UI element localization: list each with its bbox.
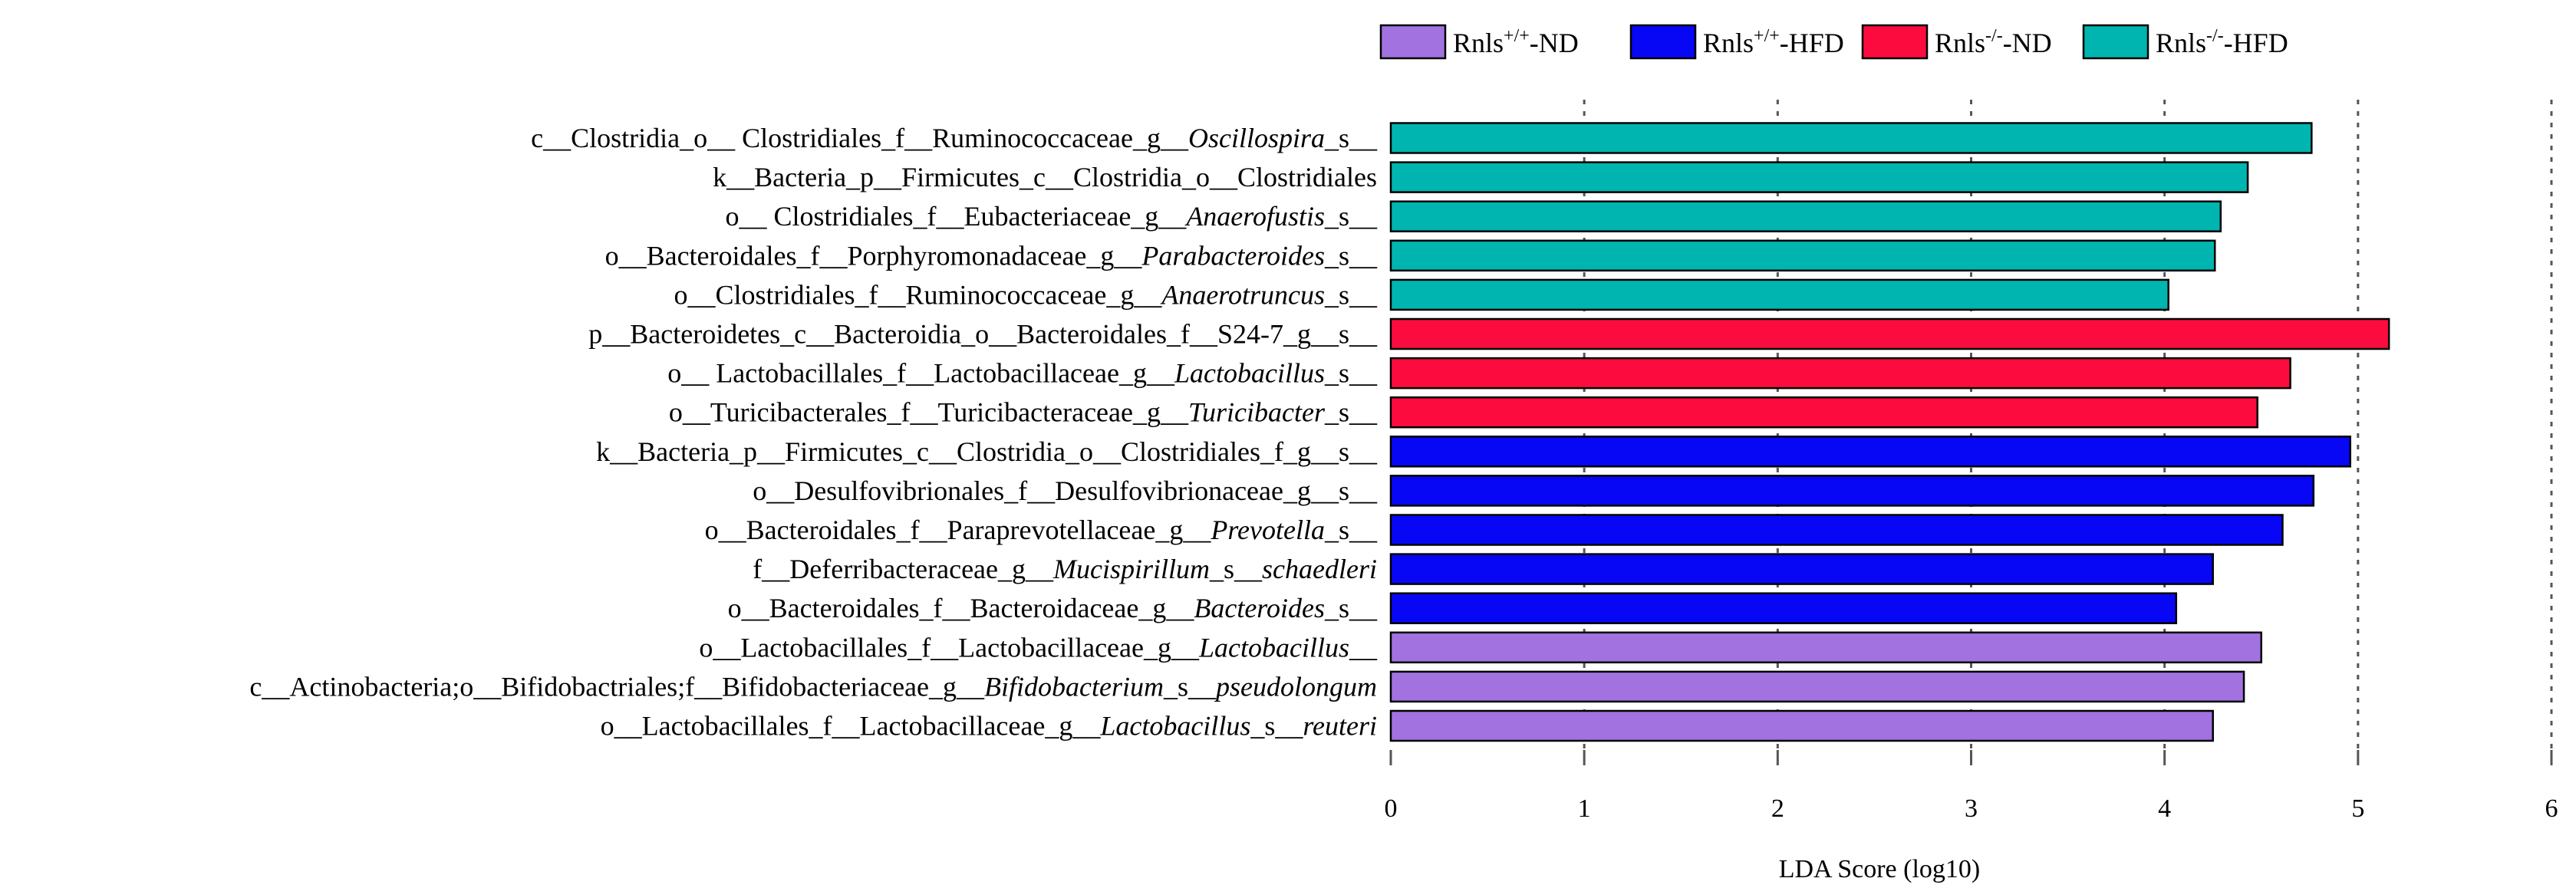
bar-10	[1389, 514, 2284, 546]
bars	[1389, 122, 2390, 742]
legend: Rnls+/+-ND Rnls+/+-HFD Rnls-/--ND Rnls-/--H…	[1379, 24, 2288, 60]
category-label-15: o__Lactobacillales_f__Lactobacillaceae_g…	[601, 711, 1377, 742]
category-label-9: o__Desulfovibrionales_f__Desulfovibriona…	[753, 475, 1378, 506]
bar-6	[1389, 357, 2291, 390]
x-axis: LDA Score (log10) 0 1 2 3 4 5 6	[1385, 750, 2558, 883]
category-label-0: c__Clostridia_o__ Clostridiales_f__Rumin…	[531, 123, 1378, 153]
y-axis-labels: c__Clostridia_o__ Clostridiales_f__Rumin…	[249, 123, 1378, 742]
x-tick-label-6: 6	[2545, 794, 2558, 823]
bar-3	[1389, 239, 2216, 272]
category-label-3: o__Bacteroidales_f__Porphyromonadaceae_g…	[605, 240, 1378, 271]
bar-9	[1389, 475, 2315, 507]
legend-swatch-ko-hfd	[2082, 24, 2149, 60]
legend-swatch-wt-hfd	[1629, 24, 1697, 60]
category-label-4: o__Clostridiales_f__Ruminococcaceae_g__A…	[674, 279, 1378, 310]
x-tick-label-4: 4	[2158, 794, 2171, 823]
legend-label-wt-hfd: Rnls+/+-HFD	[1703, 26, 1844, 58]
x-tick-label-5: 5	[2351, 794, 2364, 823]
category-label-10: o__Bacteroidales_f__Paraprevotellaceae_g…	[705, 515, 1378, 545]
bar-7	[1389, 396, 2258, 429]
category-label-8: k__Bacteria_p__Firmicutes_c__Clostridia_…	[596, 436, 1378, 467]
bar-4	[1389, 278, 2169, 311]
bar-2	[1389, 200, 2222, 232]
bar-13	[1389, 631, 2262, 664]
category-label-7: o__Turicibacterales_f__Turicibacteraceae…	[669, 397, 1378, 428]
bar-15	[1389, 709, 2214, 742]
category-label-11: f__Deferribacteraceae_g__Mucispirillum_s…	[753, 554, 1377, 584]
category-label-1: k__Bacteria_p__Firmicutes_c__Clostridia_…	[713, 162, 1377, 192]
category-label-5: p__Bacteroidetes_c__Bacteroidia_o__Bacte…	[588, 319, 1378, 350]
legend-swatch-ko-nd	[1861, 24, 1929, 60]
legend-label-ko-hfd: Rnls-/--HFD	[2156, 26, 2288, 58]
bar-14	[1389, 670, 2245, 703]
x-tick-label-1: 1	[1578, 794, 1591, 823]
bar-0	[1389, 122, 2313, 154]
category-label-14: c__Actinobacteria;o__Bifidobactriales;f_…	[249, 671, 1377, 702]
category-label-13: o__Lactobacillales_f__Lactobacillaceae_g…	[699, 632, 1378, 663]
category-label-6: o__ Lactobacillales_f__Lactobacillaceae_…	[667, 358, 1378, 389]
legend-label-ko-nd: Rnls-/--ND	[1935, 26, 2052, 58]
x-tick-label-2: 2	[1771, 794, 1784, 823]
category-label-2: o__ Clostridiales_f__Eubacteriaceae_g__A…	[726, 201, 1378, 232]
x-tick-label-0: 0	[1385, 794, 1398, 823]
bar-5	[1389, 317, 2390, 350]
bar-1	[1389, 161, 2249, 193]
bar-8	[1389, 436, 2351, 468]
x-axis-title: LDA Score (log10)	[1779, 855, 1981, 883]
legend-swatch-wt-nd	[1379, 24, 1447, 60]
bar-11	[1389, 553, 2214, 585]
category-label-12: o__Bacteroidales_f__Bacteroidaceae_g__Ba…	[728, 593, 1378, 623]
x-tick-label-3: 3	[1965, 794, 1978, 823]
legend-label-wt-nd: Rnls+/+-ND	[1453, 26, 1579, 58]
bar-12	[1389, 592, 2178, 624]
